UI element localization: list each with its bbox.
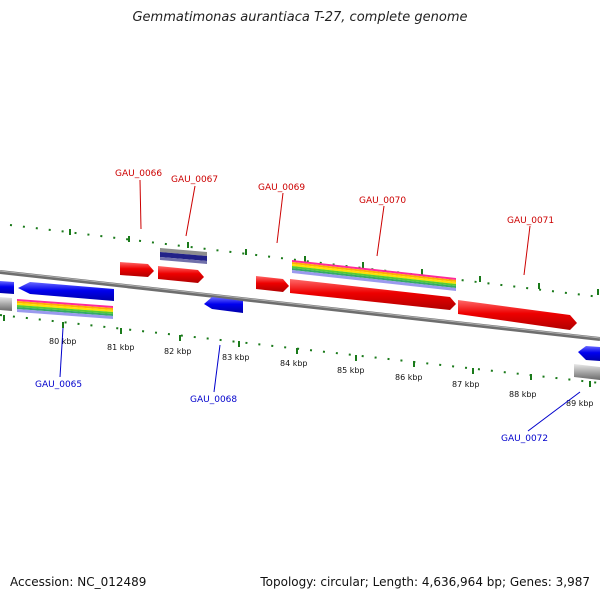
- gene-label-gau-0071[interactable]: GAU_0071: [507, 216, 554, 226]
- kbp-label-88: 88 kbp: [509, 390, 537, 399]
- feature-block-0070: [292, 260, 456, 291]
- kbp-label-87: 87 kbp: [452, 380, 480, 389]
- gene-gau-0065[interactable]: [18, 282, 114, 301]
- genome-backbone: [0, 270, 600, 341]
- gene-label-gau-0069[interactable]: GAU_0069: [258, 183, 305, 193]
- gene-gau-0071[interactable]: [458, 300, 577, 330]
- kbp-label-80: 80 kbp: [49, 337, 77, 346]
- kbp-label-89: 89 kbp: [566, 399, 594, 408]
- gene-leader-lines: [59, 179, 581, 432]
- gene-label-gau-0065[interactable]: GAU_0065: [35, 380, 82, 390]
- bottom-tick-track: [0, 314, 600, 387]
- kbp-label-86: 86 kbp: [395, 373, 423, 382]
- kbp-label-81: 81 kbp: [107, 343, 135, 352]
- gene-gau-0068[interactable]: [204, 297, 243, 313]
- kbp-label-85: 85 kbp: [337, 366, 365, 375]
- gene-gau-0069[interactable]: [256, 276, 289, 292]
- gene-label-gau-0066[interactable]: GAU_0066: [115, 169, 162, 179]
- kbp-label-83: 83 kbp: [222, 353, 250, 362]
- top-tick-track: [9, 224, 600, 298]
- gene-label-gau-0067[interactable]: GAU_0067: [171, 175, 218, 185]
- map-title: Gemmatimonas aurantiaca T-27, complete g…: [132, 10, 468, 25]
- genome-summary: Topology: circular; Length: 4,636,964 bp…: [260, 575, 590, 589]
- kbp-label-82: 82 kbp: [164, 347, 192, 356]
- gene-label-gau-0068[interactable]: GAU_0068: [190, 395, 237, 405]
- feature-block-0067: [160, 248, 207, 264]
- gene-gau-0066[interactable]: [120, 262, 154, 277]
- gene-gau-0070[interactable]: [290, 279, 456, 310]
- feature-block-0065: [17, 299, 113, 319]
- kbp-label-84: 84 kbp: [280, 359, 308, 368]
- gene-gau-0067[interactable]: [158, 266, 204, 283]
- accession-label: Accession: NC_012489: [10, 575, 147, 589]
- gene-label-gau-0072[interactable]: GAU_0072: [501, 434, 548, 444]
- feature-left-edge-gray: [0, 297, 12, 311]
- gene-label-gau-0070[interactable]: GAU_0070: [359, 196, 406, 206]
- gene-left-edge-blue[interactable]: [0, 281, 14, 294]
- feature-gray-0072: [574, 364, 600, 380]
- gene-gau-0072[interactable]: [578, 346, 600, 361]
